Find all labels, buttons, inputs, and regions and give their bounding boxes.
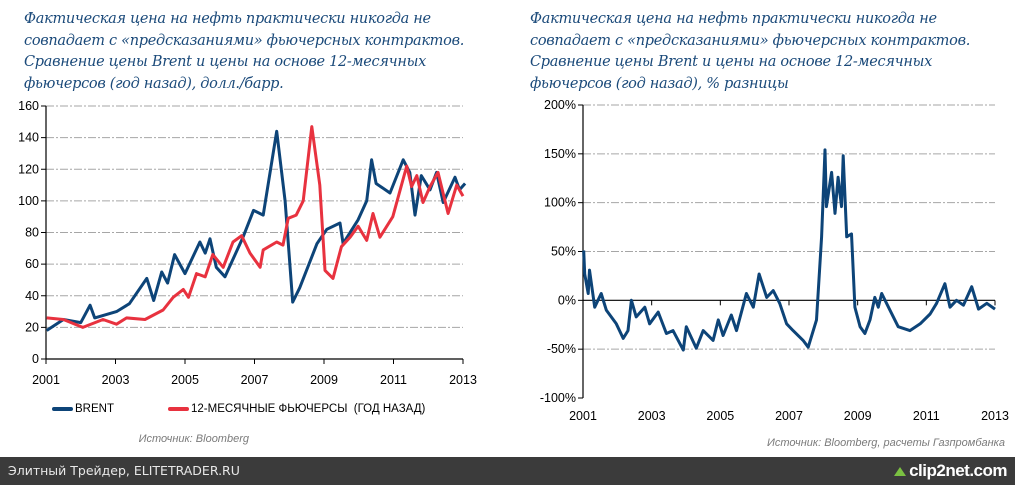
y-tick-label: 40 <box>25 289 39 303</box>
y-tick-label: 20 <box>25 320 39 334</box>
x-tick-label: 2005 <box>171 373 199 387</box>
legend-label-futures: 12-МЕСЯЧНЫЕ ФЬЮЧЕРСЫ (ГОД НАЗАД) <box>191 403 426 415</box>
y-tick-label: 60 <box>25 257 39 271</box>
left-chart-source: Источник: Bloomberg <box>138 433 249 445</box>
y-tick-label: 160 <box>18 99 39 113</box>
y-tick-label: -50% <box>547 342 576 356</box>
upload-arrow-icon <box>894 466 907 476</box>
x-tick-label: 2001 <box>32 373 60 387</box>
y-tick-label: -100% <box>540 391 576 405</box>
x-tick-label: 2007 <box>775 409 803 423</box>
x-tick-label: 2009 <box>310 373 338 387</box>
y-tick-label: 50% <box>551 245 576 259</box>
series-line-brent <box>45 129 467 332</box>
x-tick-label: 2011 <box>913 409 940 423</box>
x-tick-label: 2003 <box>102 373 130 387</box>
x-tick-label: 2013 <box>449 373 477 387</box>
legend-item-futures: 12-МЕСЯЧНЫЕ ФЬЮЧЕРСЫ (ГОД НАЗАД) <box>168 403 425 415</box>
clip2net-logo-text: clip2net.com <box>909 461 1007 480</box>
y-tick-label: 140 <box>18 131 39 145</box>
legend-item-brent: BRENT <box>52 403 114 415</box>
y-tick-label: 150% <box>544 147 576 161</box>
x-tick-label: 2001 <box>569 409 597 423</box>
x-tick-label: 2005 <box>706 409 734 423</box>
legend-swatch-futures <box>168 407 189 411</box>
footer-site-name: Элитный Трейдер, ELITETRADER.RU <box>8 463 240 478</box>
left-chart-title: Фактическая цена на нефть практически ни… <box>24 11 465 92</box>
y-tick-label: 200% <box>544 98 576 112</box>
y-tick-label: 120 <box>18 162 39 176</box>
series-line-futures <box>46 125 465 329</box>
x-tick-label: 2009 <box>844 409 872 423</box>
x-tick-label: 2011 <box>380 373 407 387</box>
x-tick-label: 2007 <box>241 373 269 387</box>
y-tick-label: 0 <box>32 352 39 366</box>
footer-bar: Элитный Трейдер, ELITETRADER.RU clip2net… <box>0 457 1015 485</box>
y-tick-label: 100 <box>18 194 39 208</box>
y-tick-label: 0% <box>558 293 576 307</box>
x-tick-label: 2003 <box>638 409 666 423</box>
x-tick-label: 2013 <box>981 409 1009 423</box>
y-tick-label: 100% <box>544 196 576 210</box>
series-line-brent <box>582 148 996 352</box>
clip2net-logo[interactable]: clip2net.com <box>894 461 1007 481</box>
legend-label-brent: BRENT <box>75 403 114 415</box>
legend-swatch-brent <box>52 407 73 411</box>
y-tick-label: 80 <box>25 226 39 240</box>
right-chart-title: Фактическая цена на нефть практически ни… <box>530 11 971 92</box>
right-chart-source: Источник: Bloomberg, расчеты Газпромбанк… <box>767 437 1005 449</box>
